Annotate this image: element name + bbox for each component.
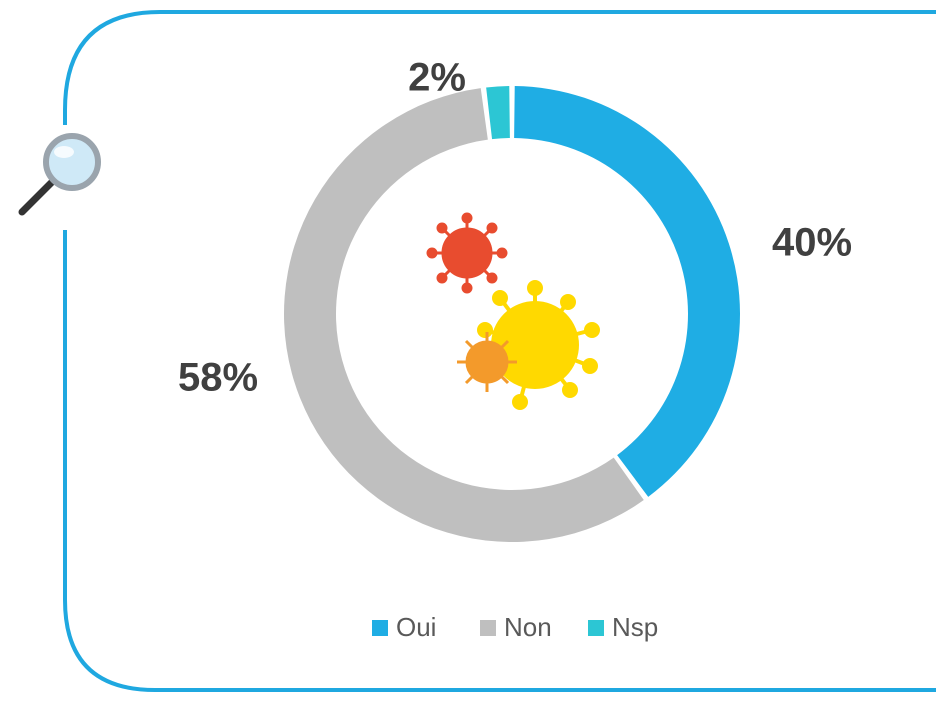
legend-label: Nsp: [612, 612, 658, 642]
virus-decoration: [428, 214, 598, 408]
magnifier-icon: [22, 136, 98, 212]
legend-label: Oui: [396, 612, 436, 642]
legend-swatch: [480, 620, 496, 636]
page: 40%58%2%OuiNonNsp (() => { const data = …: [0, 0, 936, 696]
data-label: 40%: [772, 221, 852, 265]
chart: 40% 58% 2% Oui Non Nsp: [0, 0, 936, 696]
legend-swatch: [372, 620, 388, 636]
donut-segment: [486, 86, 510, 139]
donut-segment: [514, 86, 740, 497]
legend-label: Non: [504, 612, 552, 642]
data-label: 2%: [408, 56, 466, 100]
legend-swatch: [588, 620, 604, 636]
donut-segment: [284, 88, 644, 542]
data-label: 58%: [178, 356, 258, 400]
